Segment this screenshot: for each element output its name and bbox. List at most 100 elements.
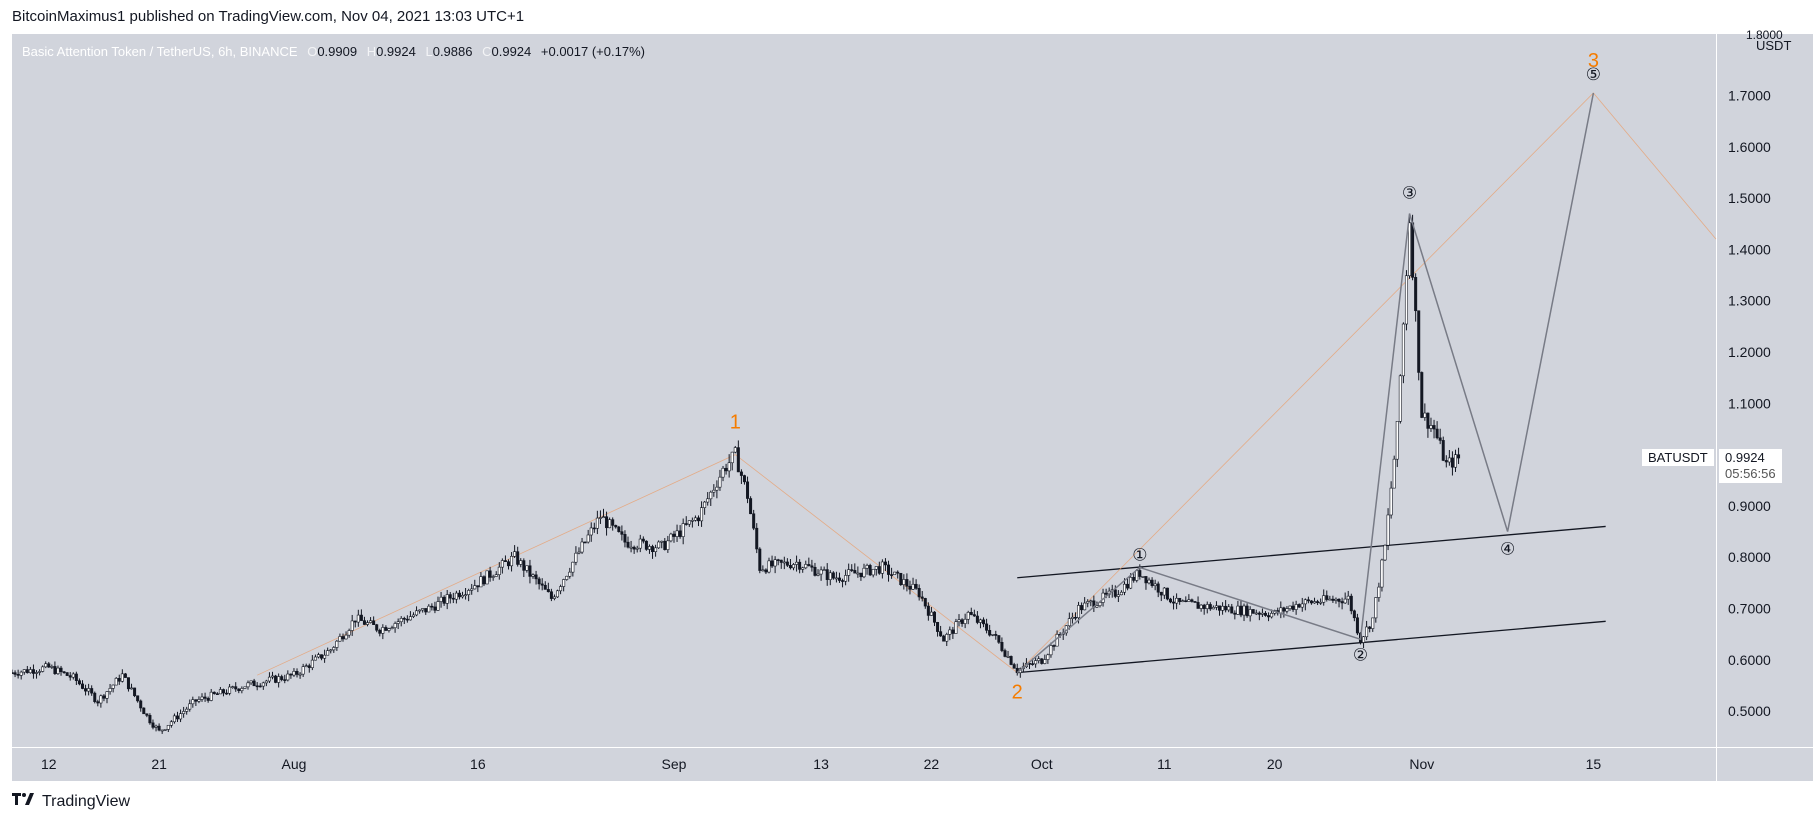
candle-body [1392,458,1396,489]
candle-body [1095,605,1099,608]
candle-body [1135,570,1139,581]
candle-body [972,614,976,617]
candle-body [730,451,734,464]
candle-body [393,623,397,629]
candle-body [59,667,63,673]
candle-body [225,692,229,695]
price-axis[interactable] [1716,34,1813,747]
candle-body [1089,600,1093,603]
candle-body [87,688,91,692]
candle-body [537,578,541,585]
candle-body [601,516,605,519]
brand[interactable]: TradingView [12,792,130,811]
y-tick-label: 0.9000 [1728,498,1771,514]
candle-body [320,654,324,659]
candle-body [405,618,409,621]
candle-body [390,627,394,630]
candle-body [770,560,774,567]
candle-body [381,627,385,634]
candle-body [749,498,753,515]
price-badge-value: 0.9924 [1725,450,1765,465]
candle-body [1374,597,1378,619]
candle-body [249,680,253,684]
candle-body [41,666,45,672]
candle-body [1260,612,1264,615]
candle-body [200,696,204,700]
candle-body [534,574,538,580]
candle-body [56,667,60,674]
candle-body [166,724,170,730]
candle-body [84,688,88,692]
candle-body [133,687,137,697]
candle-body [525,565,529,571]
tradingview-logo-icon [12,792,36,811]
candle-body [329,649,333,652]
brand-name: TradingView [42,792,131,810]
candle-body [280,676,284,680]
time-axis[interactable] [12,747,1716,781]
candle-body [341,636,345,640]
legend-symbol: Basic Attention Token / TetherUS, 6h, BI… [22,44,298,59]
candle-body [31,669,35,674]
legend-low: 0.9886 [432,44,473,59]
candle-body [457,592,461,598]
candle-body [574,552,578,563]
candle-body [304,665,308,667]
candle-body [1411,222,1415,278]
candle-body [883,561,887,566]
candle-body [733,447,737,453]
candle-body [672,533,676,537]
candle-body [678,530,682,537]
candle-body [111,684,115,689]
candle-body [65,672,69,676]
candle-body [283,679,287,681]
candle-body [197,699,201,702]
candle-body [12,672,14,674]
candle-body [16,674,20,676]
candle-body [1132,577,1136,581]
candle-body [647,546,651,550]
axis-top-value: 1.8000 [1746,28,1783,42]
candle-body [657,541,661,549]
candle-body [1031,663,1035,665]
candle-body [1221,605,1225,611]
candle-body [310,659,314,668]
plot-area[interactable] [12,34,1716,747]
candle-body [1294,604,1298,610]
candle-body [782,561,786,564]
wave-label: 2 [1012,682,1023,704]
candle-body [74,673,78,681]
x-tick-label: 12 [41,756,57,772]
candle-body [1401,323,1405,377]
candle-body [1178,597,1182,602]
candle-body [1297,604,1301,608]
x-tick-label: Oct [1031,756,1053,772]
candle-body [1457,454,1461,459]
candle-body [203,696,207,699]
candle-body [1080,605,1084,611]
candle-body [595,517,599,529]
candle-body [1245,605,1249,617]
candle-body [1236,605,1240,615]
subwave-label: ④ [1500,540,1515,560]
candle-body [1156,583,1160,593]
candle-body [1346,595,1350,600]
candle-body [795,561,799,565]
candle-body [1187,599,1191,602]
candle-body [442,596,446,604]
candle-body [687,520,691,525]
candle-body [693,517,697,521]
candle-body [1288,605,1292,609]
candle-body [258,685,262,688]
candle-body [38,671,42,673]
channel-lower-line [1017,620,1606,674]
candle-body [1104,592,1108,595]
axis-currency: USDT [1756,38,1791,53]
candle-body [277,676,281,683]
candle-body [90,688,94,694]
candle-body [77,680,81,685]
legend-high-label: H [366,44,377,59]
candle-body [1438,437,1442,441]
candle-body [598,517,602,519]
candle-body [641,538,645,542]
